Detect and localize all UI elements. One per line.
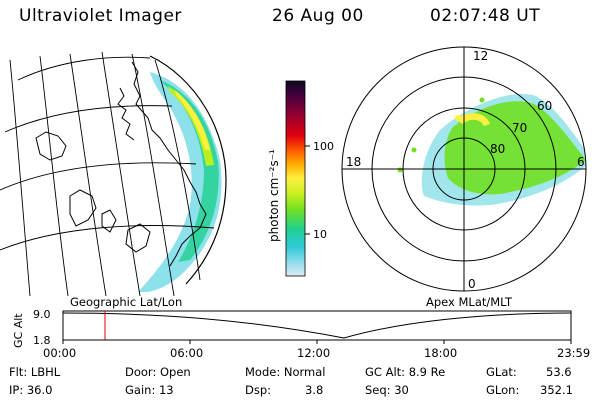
coastline-greenland-tip <box>35 131 67 161</box>
lat-lon-grid <box>0 51 215 296</box>
polar-aurora-dot <box>479 97 485 103</box>
status-glon-label: GLon: <box>486 383 520 397</box>
time-label: 02:07:48 UT <box>430 6 541 26</box>
aurora-core <box>168 86 214 166</box>
x-tick-1200: 12:00 <box>297 346 330 360</box>
altitude-ymin: 1.8 <box>33 334 51 347</box>
status-glon-value: 352.1 <box>540 383 573 397</box>
colorbar: 100 10 photon cm⁻²s⁻¹ <box>267 80 334 277</box>
colorbar-label-100: 100 <box>313 140 334 153</box>
coastline-britain <box>117 87 135 141</box>
status-mode: Mode: Normal <box>245 365 326 379</box>
status-dsp-value: 3.8 <box>305 383 324 397</box>
polar-aurora-oval <box>444 101 586 195</box>
aurora-band <box>160 80 219 262</box>
apex-panel-label: Apex MLat/MLT <box>426 295 513 309</box>
coastline-islands <box>69 189 117 233</box>
status-glat-value: 53.6 <box>546 365 572 379</box>
status-gc-alt: GC Alt: 8.9 Re <box>365 365 446 379</box>
coastline-europe <box>131 61 207 267</box>
status-dsp-label: Dsp: <box>245 383 272 397</box>
status-gain: Gain: 13 <box>125 383 174 397</box>
x-tick-2359: 23:59 <box>557 346 590 360</box>
polar-grid <box>341 46 587 292</box>
altitude-x-ticks <box>62 340 572 344</box>
instrument-title: Ultraviolet Imager <box>19 6 182 26</box>
x-tick-1800: 18:00 <box>424 346 457 360</box>
polar-aurora-dot <box>411 147 417 153</box>
altitude-plot: GC Alt 9.0 1.8 00:00 06:00 12:00 18:00 2… <box>12 308 590 360</box>
mlt-label-18: 18 <box>346 155 361 169</box>
altitude-ylabel: GC Alt <box>12 313 25 348</box>
date-label: 26 Aug 00 <box>272 6 364 26</box>
mlt-label-6: 6 <box>577 155 585 169</box>
status-ip: IP: 36.0 <box>9 383 53 397</box>
mlt-label-0: 0 <box>468 277 476 291</box>
mlt-label-12: 12 <box>473 49 488 63</box>
earth-limb <box>149 55 227 285</box>
colorbar-scale <box>285 80 306 277</box>
status-filter: Flt: LBHL <box>9 365 61 379</box>
aurora-bright <box>175 90 210 150</box>
x-tick-0000: 00:00 <box>43 346 76 360</box>
altitude-curve <box>62 312 572 339</box>
geographic-panel-label: Geographic Lat/Lon <box>70 295 183 309</box>
geographic-map <box>0 51 227 296</box>
coastline-iberia <box>125 223 151 253</box>
status-door: Door: Open <box>125 365 191 379</box>
mlat-label-80: 80 <box>490 142 505 156</box>
mlat-label-60: 60 <box>537 99 552 113</box>
colorbar-label-10: 10 <box>313 228 327 241</box>
x-tick-0600: 06:00 <box>170 346 203 360</box>
mlat-label-70: 70 <box>512 121 527 135</box>
polar-aurora-dot <box>397 167 403 173</box>
colorbar-unit-label: photon cm⁻²s⁻¹ <box>267 149 281 242</box>
polar-plot: 12 18 6 0 60 70 80 <box>341 46 587 292</box>
status-seq: Seq: 30 <box>365 383 409 397</box>
altitude-ymax: 9.0 <box>33 308 51 321</box>
polar-aurora-dot <box>455 115 461 121</box>
status-glat-label: GLat: <box>486 365 517 379</box>
